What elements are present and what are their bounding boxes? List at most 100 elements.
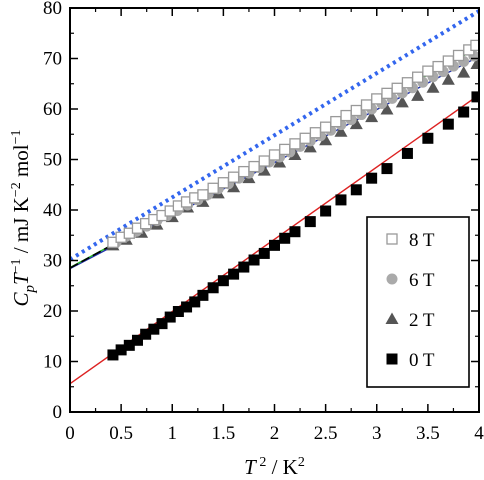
point-0t <box>217 275 229 287</box>
point-0t <box>335 194 347 206</box>
point-0t <box>197 289 209 301</box>
legend-label-0t: 0 T <box>409 350 435 371</box>
point-8t <box>422 65 434 77</box>
point-2t <box>334 125 348 137</box>
y-tick-label: 30 <box>43 251 62 272</box>
point-8t <box>217 177 230 189</box>
point-0t <box>228 268 240 280</box>
y-tick-label: 20 <box>43 301 62 322</box>
point-0t <box>156 318 168 330</box>
point-0t <box>279 232 291 244</box>
point-8t <box>360 99 373 111</box>
point-2t <box>380 103 394 115</box>
point-0t <box>238 261 250 273</box>
point-0t <box>258 247 270 259</box>
point-8t <box>197 189 209 201</box>
legend-marker-2t <box>385 312 399 324</box>
y-tick-label: 40 <box>43 200 62 221</box>
point-0t <box>350 184 362 196</box>
point-2t <box>227 180 241 193</box>
point-0t <box>320 205 332 217</box>
legend-box <box>366 216 470 388</box>
legend-marker-0t <box>386 353 398 365</box>
point-8t <box>470 39 479 52</box>
point-0t <box>366 172 378 184</box>
x-tick-label: 0.5 <box>109 423 133 444</box>
point-8t <box>381 87 393 99</box>
point-0t <box>471 91 479 103</box>
point-2t <box>319 133 333 146</box>
point-0t <box>458 106 470 118</box>
point-0t <box>107 349 119 361</box>
y-tick-label: 0 <box>53 402 63 423</box>
point-8t <box>268 149 281 161</box>
point-0t <box>123 339 135 351</box>
point-8t <box>330 115 342 128</box>
y-tick-label: 10 <box>43 352 62 373</box>
point-2t <box>365 110 379 123</box>
legend-marker-8t <box>386 233 398 245</box>
point-8t <box>207 182 219 194</box>
x-tick-label: 2.5 <box>314 423 338 444</box>
point-8t <box>279 143 291 156</box>
y-axis-title: CpT−1 / mJ K−2 mol−1 <box>9 129 38 306</box>
point-8t <box>442 55 454 67</box>
point-0t <box>422 132 434 144</box>
point-8t <box>432 60 444 73</box>
point-8t <box>289 138 301 150</box>
y-tick-label: 80 <box>43 0 62 19</box>
point-2t <box>395 95 409 108</box>
legend-label-2t: 2 T <box>409 310 435 331</box>
point-0t <box>304 216 316 228</box>
point-8t <box>248 160 260 173</box>
point-8t <box>411 71 424 83</box>
x-tick-label: 3.5 <box>416 423 440 444</box>
legend-label-8t: 8 T <box>409 230 435 251</box>
plot-content <box>70 9 479 385</box>
x-tick-label: 3 <box>372 423 382 444</box>
x-tick-label: 1 <box>168 423 178 444</box>
legend: 8 T 6 T 2 T 0 T <box>366 216 470 388</box>
point-8t <box>319 121 332 133</box>
point-2t <box>349 117 363 130</box>
point-8t <box>401 77 414 89</box>
x-axis-title: T 2 / K2 <box>244 455 305 479</box>
point-0t <box>189 296 201 308</box>
point-8t <box>371 93 383 105</box>
point-2t <box>457 66 471 78</box>
point-8t <box>238 165 250 178</box>
point-0t <box>172 306 184 318</box>
point-0t <box>115 344 127 356</box>
point-8t <box>391 82 403 94</box>
x-tick-label: 0 <box>65 423 75 444</box>
point-0t <box>164 311 176 323</box>
y-tick-label: 60 <box>43 99 62 120</box>
point-2t <box>411 89 425 101</box>
point-0t <box>248 254 260 266</box>
point-8t <box>350 104 362 117</box>
point-2t <box>303 140 317 153</box>
x-tick-label: 2 <box>270 423 280 444</box>
y-tick-label: 50 <box>43 150 62 171</box>
x-tick-label: 1.5 <box>212 423 236 444</box>
point-8t <box>258 155 270 167</box>
reference-line <box>70 9 479 262</box>
x-tick-label: 4 <box>474 423 484 444</box>
point-0t <box>131 334 143 346</box>
point-0t <box>381 163 393 175</box>
point-0t <box>207 282 219 294</box>
point-0t <box>442 118 454 130</box>
point-2t <box>441 73 455 85</box>
point-8t <box>340 109 352 122</box>
point-8t <box>227 171 240 183</box>
point-0t <box>289 226 301 238</box>
point-0t <box>140 328 152 340</box>
point-2t <box>426 81 440 93</box>
point-0t <box>401 147 413 159</box>
point-0t <box>269 239 280 251</box>
point-0t <box>181 301 193 313</box>
point-8t <box>299 132 311 144</box>
y-tick-label: 70 <box>43 49 62 70</box>
